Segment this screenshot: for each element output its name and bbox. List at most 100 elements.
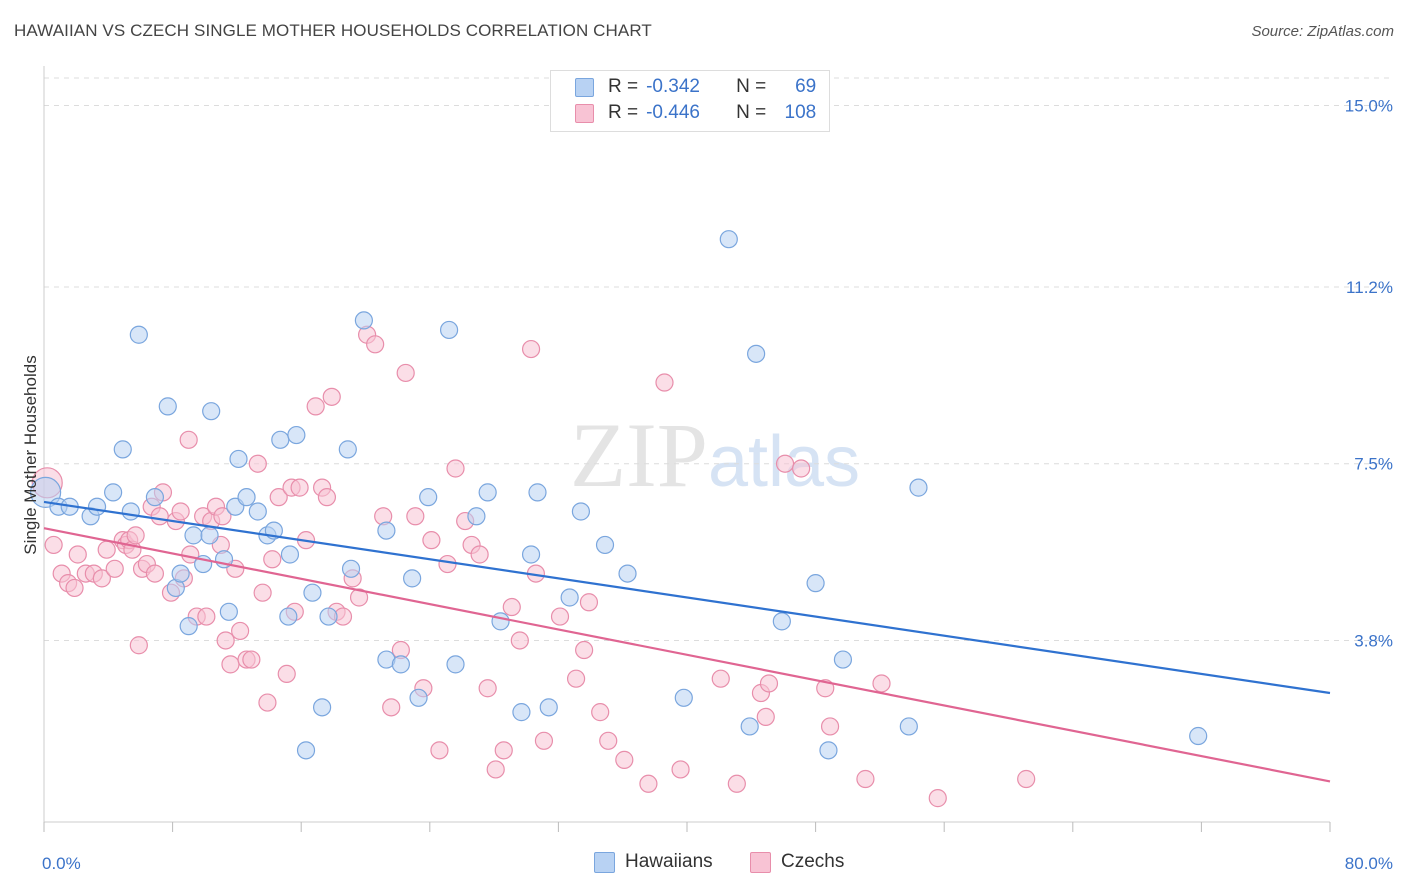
hawaiians-point <box>740 717 759 736</box>
hawaiians-point <box>280 545 300 564</box>
czechs-point <box>759 674 779 693</box>
czechs-point <box>872 674 891 693</box>
czechs-point <box>521 339 541 359</box>
czechs-point <box>231 621 250 641</box>
y-tick-label: 15.0% <box>1345 96 1393 115</box>
y-tick-label: 11.2% <box>1346 278 1393 297</box>
hawaiians-point <box>179 617 198 636</box>
grid-lines <box>44 77 1390 641</box>
hawaiians-point <box>618 564 637 583</box>
hawaiians-point <box>571 502 591 521</box>
hawaiians-point <box>171 564 190 583</box>
legend-label: Hawaiians <box>625 851 713 872</box>
hawaiians-point <box>909 478 928 497</box>
czechs-point <box>1017 769 1036 789</box>
hawaiians-point <box>539 698 558 717</box>
czechs-point <box>366 335 385 354</box>
czechs-point <box>242 650 261 669</box>
hawaiians-point <box>467 507 486 526</box>
hawaiians-point <box>287 425 306 445</box>
hawaiians-point <box>219 602 238 621</box>
hawaiians-point <box>184 526 203 545</box>
czechs-point <box>145 564 165 583</box>
czechs-point <box>349 588 369 607</box>
czechs-point <box>306 397 325 416</box>
hawaiians-point <box>560 588 579 607</box>
czechs-point <box>566 669 586 688</box>
czechs-point <box>599 731 618 750</box>
hawaiians-point <box>719 230 738 249</box>
czechs-point <box>197 607 216 626</box>
czechs-point <box>446 459 465 478</box>
hawaiians-point <box>512 703 531 722</box>
czechs-swatch <box>750 851 771 873</box>
legend-label: Czechs <box>781 851 845 872</box>
czechs-point <box>775 454 795 473</box>
x-tick-label: 80.0% <box>1345 854 1393 873</box>
czechs-point <box>579 593 599 612</box>
hawaiians-point <box>674 688 693 707</box>
legend-row-czechs: R = -0.446 N = 108 <box>575 101 816 125</box>
n-value: 69 <box>795 76 817 97</box>
hawaiians-point <box>806 574 825 593</box>
trend-lines <box>43 500 1331 783</box>
czechs-point <box>928 789 947 808</box>
hawaiians-point <box>145 488 165 507</box>
czechs-point <box>105 559 124 578</box>
czechs-point <box>534 731 554 750</box>
czechs-point <box>253 583 272 602</box>
czechs-point <box>430 741 449 760</box>
source-label: Source: ZipAtlas.com <box>1251 23 1394 40</box>
czechs-point <box>150 507 169 526</box>
hawaiians-point <box>312 698 332 717</box>
czechs-point <box>44 535 63 555</box>
hawaiians-point <box>409 688 428 707</box>
chart-title: HAWAIIAN VS CZECH SINGLE MOTHER HOUSEHOL… <box>14 21 652 40</box>
y-tick-label: 7.5% <box>1354 455 1393 474</box>
czechs-point <box>129 636 148 655</box>
legend-item-czechs[interactable]: Czechs <box>750 851 844 873</box>
hawaiians-point <box>899 717 918 736</box>
series-legend: Hawaiians Czechs <box>0 851 1406 877</box>
czechs-point <box>727 774 746 793</box>
hawaiians-point <box>129 325 148 344</box>
czechs-point <box>792 459 811 478</box>
hawaiians-point <box>1189 726 1208 746</box>
czechs-point <box>322 387 341 406</box>
czechs-point <box>213 507 232 526</box>
legend-item-hawaiians[interactable]: Hawaiians <box>594 851 713 873</box>
hawaiians-point <box>747 344 766 363</box>
czechs-point <box>486 760 505 779</box>
czechs-point <box>179 430 198 449</box>
n-value: 108 <box>784 102 817 123</box>
n-label: N = <box>736 76 767 97</box>
czechs-point <box>126 526 145 545</box>
correlation-legend: R = -0.342 N = 69 R = -0.446 N = 108 <box>550 70 830 132</box>
hawaiians-point <box>279 607 298 626</box>
hawaiians-points <box>30 230 1208 760</box>
czechs-point <box>470 545 489 564</box>
watermark: ZIPatlas <box>570 404 860 506</box>
hawaiians-point <box>419 488 438 507</box>
y-tick-label: 3.8% <box>1354 631 1393 650</box>
hawaiians-point <box>595 535 615 555</box>
czechs-point <box>816 679 835 698</box>
czechs-point <box>756 707 775 727</box>
czechs-point <box>494 741 513 760</box>
hawaiians-point <box>303 583 322 602</box>
r-value: -0.446 <box>646 102 700 123</box>
r-value: -0.342 <box>646 76 700 97</box>
hawaiians-point <box>104 483 123 502</box>
czechs-point <box>655 373 674 392</box>
hawaiians-point <box>354 311 373 330</box>
hawaiians-point <box>833 650 853 669</box>
hawaiians-point <box>521 545 541 564</box>
hawaiians-point <box>772 612 791 631</box>
czechs-point <box>510 631 529 650</box>
hawaiians-point <box>113 440 132 459</box>
czechs-point <box>422 531 441 550</box>
czechs-trend-line <box>43 527 1331 783</box>
czechs-point <box>68 545 87 564</box>
hawaiians-point <box>237 488 256 507</box>
